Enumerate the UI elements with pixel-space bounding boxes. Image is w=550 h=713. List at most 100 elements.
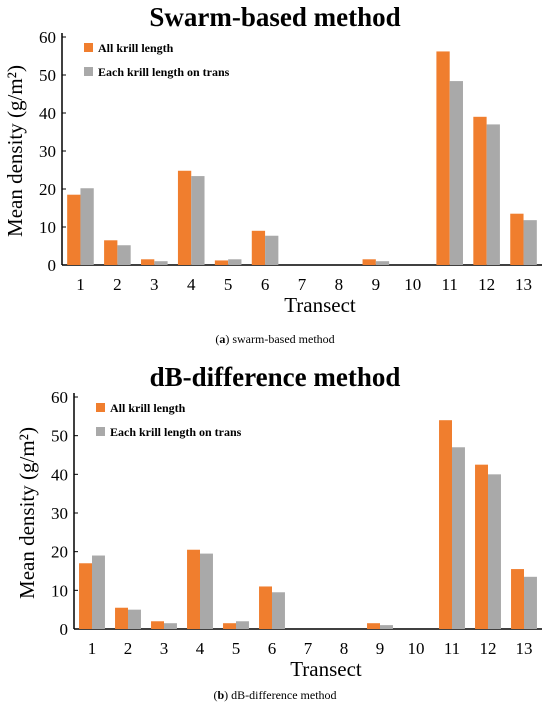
bar-each-krill: [154, 261, 168, 265]
x-tick-label: 12: [478, 275, 495, 294]
x-tick-label: 4: [187, 275, 196, 294]
y-tick-label: 0: [48, 256, 57, 275]
bar-each-krill: [236, 621, 249, 629]
y-tick-label: 30: [39, 142, 56, 161]
y-tick-label: 10: [51, 581, 68, 600]
y-tick-label: 0: [60, 620, 69, 639]
bar-all-krill: [151, 621, 164, 629]
x-tick-label: 4: [196, 639, 205, 658]
bar-all-krill: [223, 623, 236, 629]
x-tick-label: 5: [224, 275, 233, 294]
bar-all-krill: [104, 240, 118, 265]
x-tick-label: 7: [304, 639, 313, 658]
x-tick-label: 2: [113, 275, 122, 294]
x-tick-label: 7: [298, 275, 307, 294]
bar-each-krill: [128, 609, 141, 629]
y-tick-label: 10: [39, 218, 56, 237]
bar-all-krill: [473, 116, 487, 265]
y-tick-label: 50: [51, 427, 68, 446]
y-tick-label: 20: [39, 180, 56, 199]
legend-label: All krill length: [98, 41, 174, 55]
x-tick-label: 9: [372, 275, 381, 294]
y-axis-label: Mean density (g/m²): [15, 427, 39, 599]
x-tick-label: 11: [444, 639, 460, 658]
bar-each-krill: [380, 625, 393, 629]
caption-letter: a: [219, 332, 226, 346]
bar-all-krill: [436, 51, 450, 265]
bar-all-krill: [251, 230, 266, 265]
bar-each-krill: [524, 576, 537, 629]
bar-all-krill: [510, 213, 524, 265]
x-tick-label: 9: [376, 639, 385, 658]
caption-text: dB-difference method: [231, 688, 337, 702]
x-axis-label: Transect: [290, 657, 362, 681]
x-tick-label: 10: [408, 639, 425, 658]
chart-title: dB-difference method: [149, 362, 401, 392]
bar-each-krill: [452, 447, 465, 629]
bar-all-krill: [214, 260, 229, 265]
figure-caption: (b) dB-difference method: [213, 688, 337, 702]
chart-panel-b: dB-difference method 0 10 20 30 40 50 60 1 2 3 4 5 6…: [0, 360, 550, 713]
bar-each-krill: [80, 188, 94, 265]
y-tick-label: 40: [39, 104, 56, 123]
x-tick-label: 5: [232, 639, 241, 658]
y-axis-label: Mean density (g/m²): [3, 65, 27, 237]
bar-all-krill: [79, 563, 92, 629]
bar-each-krill: [375, 261, 390, 265]
bar-all-krill: [67, 194, 81, 265]
bar-each-krill: [92, 555, 105, 629]
chart-panel-a: Swarm-based method 0 10 20 30 40 50 60 1 2 3 4 5 6 7 8…: [0, 0, 550, 355]
caption-text: swarm-based method: [232, 332, 335, 346]
legend-swatch-all: [96, 403, 105, 412]
legend-label: Each krill length on trans: [110, 425, 242, 439]
bar-each-krill: [117, 245, 131, 265]
bar-all-krill: [177, 170, 192, 265]
bar-each-krill: [228, 259, 242, 265]
x-tick-label: 3: [150, 275, 159, 294]
bar-each-krill: [449, 81, 463, 265]
figure-caption: (a) swarm-based method: [215, 332, 335, 346]
caption-letter: b: [217, 688, 225, 702]
bar-each-krill: [488, 474, 501, 629]
y-tick-label: 40: [51, 465, 68, 484]
bar-each-krill: [164, 623, 177, 629]
x-tick-label: 13: [515, 275, 532, 294]
y-tick-label: 30: [51, 504, 68, 523]
bar-all-krill: [367, 623, 380, 629]
y-tick-label: 50: [39, 66, 56, 85]
x-tick-label: 13: [516, 639, 533, 658]
x-tick-label: 8: [340, 639, 349, 658]
bar-all-krill: [511, 569, 524, 629]
x-tick-label: 12: [480, 639, 497, 658]
bar-each-krill: [272, 592, 285, 629]
x-tick-label: 11: [442, 275, 458, 294]
bar-all-krill: [187, 549, 200, 629]
bar-each-krill: [486, 124, 500, 266]
chart-title: Swarm-based method: [149, 2, 401, 32]
bar-all-krill: [362, 259, 376, 265]
y-tick-label: 60: [51, 388, 68, 407]
y-tick-label: 60: [39, 28, 56, 47]
x-tick-label: 6: [261, 275, 270, 294]
bar-all-krill: [115, 607, 128, 629]
bar-each-krill: [200, 553, 213, 629]
y-tick-label: 20: [51, 543, 68, 562]
legend-label: All krill length: [110, 401, 186, 415]
bar-each-krill: [523, 220, 537, 265]
bar-all-krill: [141, 259, 155, 265]
x-tick-label: 2: [124, 639, 133, 658]
x-tick-label: 1: [76, 275, 85, 294]
x-axis-label: Transect: [284, 293, 356, 317]
legend-label: Each krill length on trans: [98, 65, 230, 79]
x-tick-label: 10: [404, 275, 421, 294]
bar-all-krill: [439, 420, 452, 629]
x-tick-label: 6: [268, 639, 277, 658]
legend-swatch-all: [84, 43, 93, 52]
bar-all-krill: [475, 464, 488, 629]
legend-swatch-each: [96, 427, 105, 436]
x-tick-label: 1: [88, 639, 97, 658]
legend-swatch-each: [84, 67, 93, 76]
x-tick-label: 3: [160, 639, 169, 658]
